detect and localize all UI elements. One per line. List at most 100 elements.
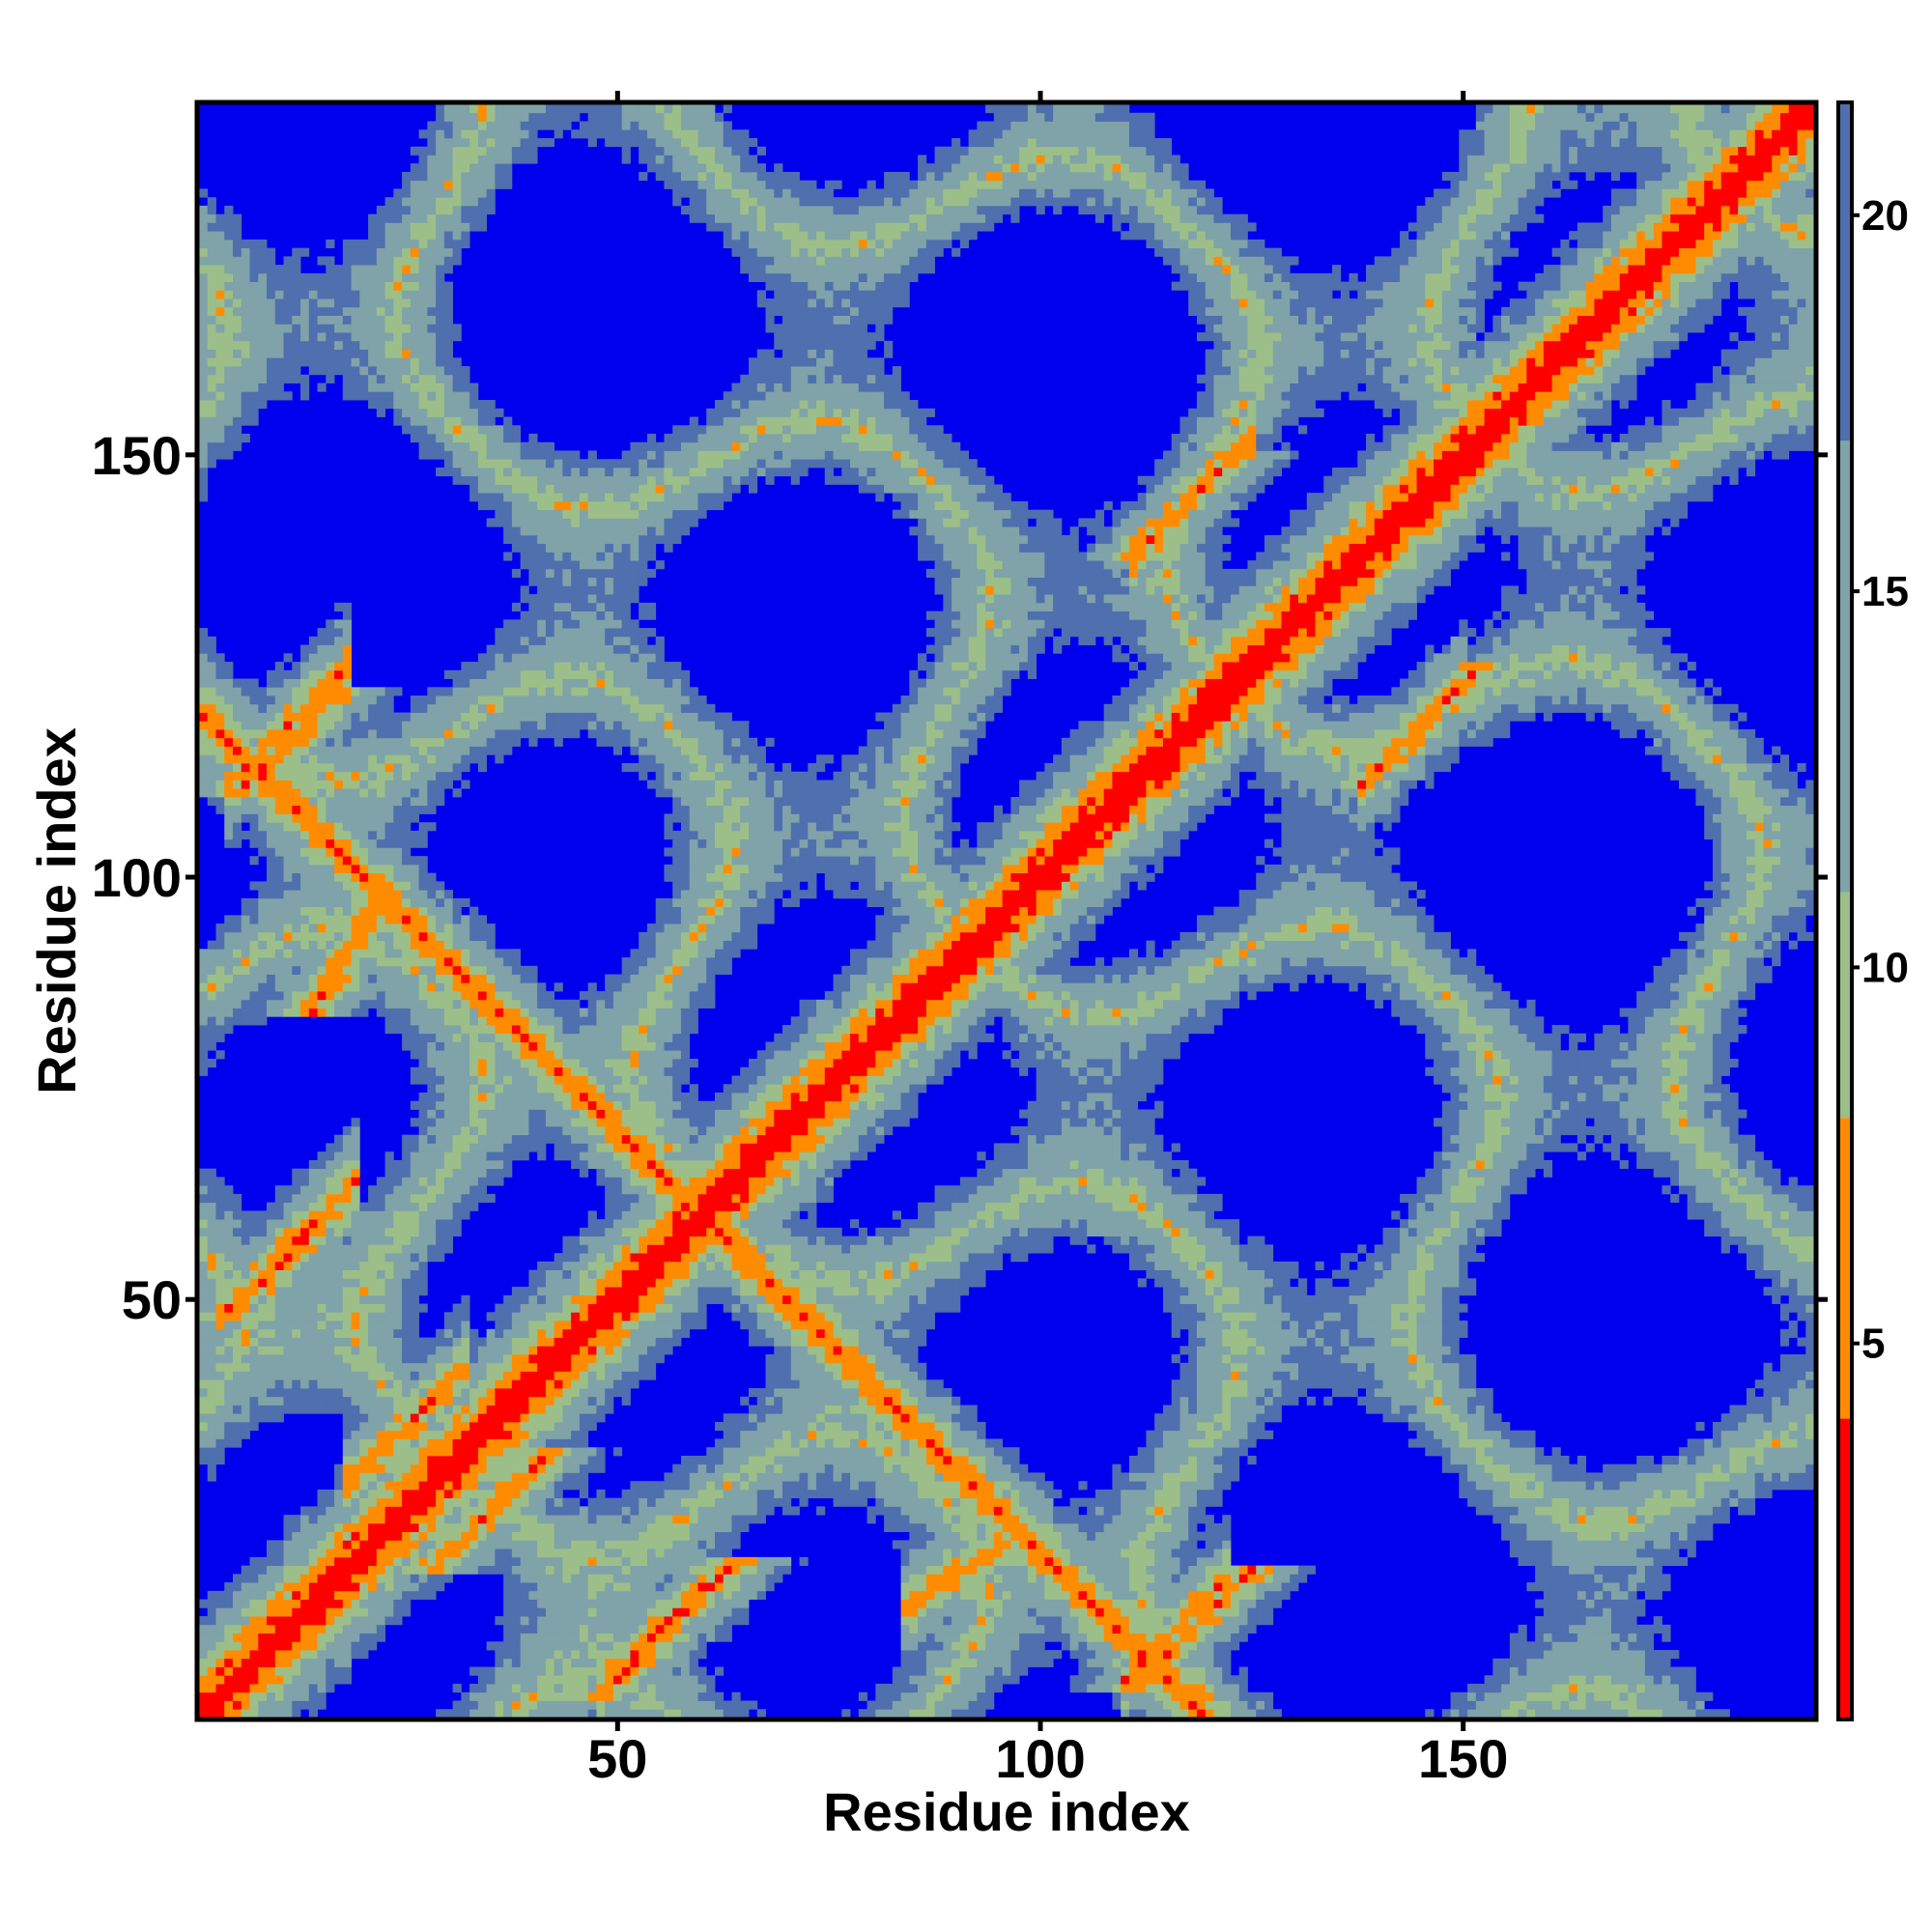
heatmap-cell: [267, 788, 275, 797]
heatmap-cell: [343, 1422, 352, 1431]
heatmap-cell: [436, 172, 444, 181]
heatmap-cell: [300, 822, 309, 831]
heatmap-cell: [284, 1659, 293, 1667]
heatmap-cell: [436, 754, 444, 763]
heatmap-cell: [267, 256, 275, 265]
heatmap-cell: [487, 1675, 496, 1684]
heatmap-cell: [385, 1447, 394, 1456]
heatmap-cell: [359, 839, 368, 848]
heatmap-cell: [402, 316, 411, 325]
heatmap-cell: [393, 1506, 402, 1515]
heatmap-cell: [546, 1431, 554, 1439]
heatmap-cell: [411, 1422, 419, 1431]
heatmap-cell: [393, 1270, 402, 1279]
heatmap-cell: [284, 679, 293, 688]
heatmap-cell: [411, 865, 419, 873]
heatmap-cell: [487, 1515, 496, 1523]
heatmap-cell: [461, 384, 469, 392]
heatmap-cell: [242, 1329, 250, 1338]
heatmap-cell: [411, 1203, 419, 1211]
heatmap-cell: [334, 1600, 343, 1608]
heatmap-cell: [250, 856, 259, 865]
heatmap-cell: [352, 273, 360, 282]
heatmap-cell: [318, 1329, 327, 1338]
heatmap-cell: [275, 772, 284, 781]
heatmap-cell: [411, 1438, 419, 1447]
heatmap-cell: [419, 1438, 428, 1447]
heatmap-cell: [427, 806, 436, 814]
heatmap-cell: [334, 1582, 343, 1591]
heatmap-cell: [352, 1312, 360, 1321]
heatmap-cell: [208, 957, 216, 966]
heatmap-cell: [546, 696, 554, 704]
heatmap-cell: [512, 966, 521, 975]
heatmap-cell: [478, 1566, 487, 1575]
heatmap-cell: [537, 1025, 546, 1034]
heatmap-cell: [233, 1607, 242, 1616]
heatmap-cell: [503, 1143, 512, 1151]
heatmap-cell: [216, 1203, 225, 1211]
heatmap-cell: [411, 282, 419, 291]
heatmap-cell: [233, 932, 242, 941]
heatmap-cell: [402, 1312, 411, 1321]
heatmap-cell: [309, 341, 318, 350]
heatmap-cell: [402, 1591, 411, 1600]
heatmap-cell: [199, 713, 208, 722]
heatmap-cell: [343, 754, 352, 763]
heatmap-cell: [469, 222, 478, 231]
heatmap-cell: [402, 1481, 411, 1490]
heatmap-cell: [250, 1413, 259, 1422]
heatmap-cell: [250, 1016, 259, 1025]
heatmap-cell: [309, 738, 318, 747]
heatmap-cell: [199, 265, 208, 273]
heatmap-cell: [546, 653, 554, 662]
heatmap-cell: [292, 679, 300, 688]
heatmap-cell: [309, 1177, 318, 1185]
heatmap-cell: [453, 357, 462, 366]
heatmap-cell: [495, 434, 503, 442]
heatmap-cell: [275, 1625, 284, 1634]
heatmap-cell: [503, 155, 512, 163]
heatmap-cell: [233, 1388, 242, 1397]
heatmap-cell: [334, 1151, 343, 1160]
heatmap-cell: [199, 1388, 208, 1397]
heatmap-cell: [478, 721, 487, 729]
heatmap-cell: [300, 865, 309, 873]
heatmap-cell: [512, 1372, 521, 1380]
heatmap-cell: [233, 231, 242, 240]
heatmap-cell: [216, 1262, 225, 1270]
heatmap-cell: [267, 1634, 275, 1642]
heatmap-cell: [554, 1523, 563, 1532]
heatmap-cell: [208, 384, 216, 392]
heatmap-cell: [503, 1532, 512, 1541]
heatmap-cell: [242, 273, 250, 282]
heatmap-cell: [368, 1548, 377, 1557]
heatmap-cell: [436, 1532, 444, 1541]
heatmap-cell: [503, 628, 512, 637]
heatmap-cell: [528, 1304, 537, 1313]
heatmap-cell: [224, 1244, 233, 1253]
heatmap-cell: [402, 273, 411, 282]
heatmap-cell: [343, 1009, 352, 1017]
heatmap-cell: [258, 1278, 267, 1287]
heatmap-cell: [402, 923, 411, 932]
heatmap-cell: [334, 1253, 343, 1262]
heatmap-cell: [208, 1321, 216, 1329]
heatmap-cell: [469, 1160, 478, 1169]
heatmap-cell: [284, 1523, 293, 1532]
heatmap-cell: [478, 991, 487, 1000]
heatmap-cell: [309, 687, 318, 696]
heatmap-cell: [487, 1413, 496, 1422]
heatmap-cell: [377, 1405, 385, 1413]
heatmap-cell: [368, 704, 377, 713]
heatmap-cell: [411, 324, 419, 332]
heatmap-cell: [385, 738, 394, 747]
heatmap-cell: [512, 104, 521, 113]
heatmap-cell: [377, 1185, 385, 1194]
heatmap-cell: [469, 450, 478, 459]
heatmap-cell: [393, 290, 402, 298]
heatmap-cell: [208, 273, 216, 282]
heatmap-cell: [478, 1169, 487, 1178]
heatmap-cell: [352, 1329, 360, 1338]
heatmap-cell: [495, 1118, 503, 1126]
